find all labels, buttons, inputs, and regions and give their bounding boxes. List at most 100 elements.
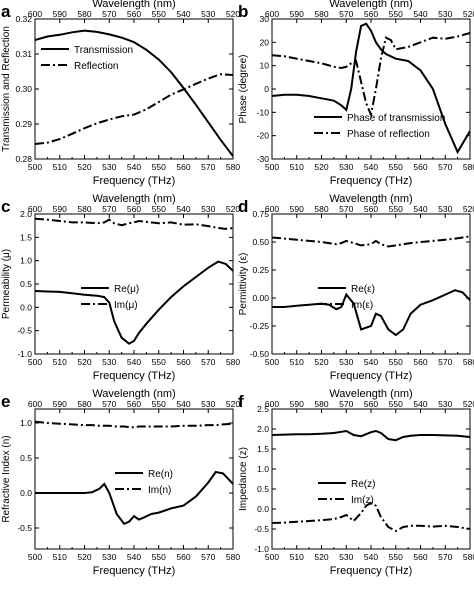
top-tick-label: 540 [176,399,190,409]
y-tick-label: 0.5 [20,279,32,289]
x-tick-label: 520 [77,552,91,562]
x-tick-label: 560 [176,552,190,562]
series-line-dashdot [35,217,233,230]
x-tick-label: 560 [176,162,190,172]
x-tick-label: 580 [463,552,474,562]
top-tick-label: 590 [53,9,67,19]
x-tick-label: 520 [314,357,328,367]
series-line-dashdot [272,235,470,248]
top-tick-label: 520 [463,9,474,19]
x-tick-label: 550 [152,357,166,367]
top-tick-label: 520 [226,204,240,214]
top-tick-label: 590 [290,204,304,214]
y-tick-label: -0.5 [17,523,32,533]
panel-c: c Wavelength (nm) 500 600 510 590 520 580 530 570… [1,193,240,382]
panel-label: a [1,2,11,21]
legend-label: Re(n) [148,469,173,480]
series-line-solid [272,289,470,337]
x-tick-label: 530 [102,162,116,172]
top-tick-label: 570 [102,9,116,19]
x-tick-label: 570 [438,162,452,172]
x-tick-label: 570 [201,357,215,367]
panel-d: d Wavelength (nm) 500 600 510 590 520 580 530 570… [238,193,474,382]
top-tick-label: 560 [364,9,378,19]
top-tick-label: 580 [314,399,328,409]
y-tick-label: 0.00 [252,293,269,303]
panel-label: c [1,197,10,216]
legend-label: Re(ε) [351,284,375,295]
x-tick-label: 510 [290,357,304,367]
x-tick-label: 520 [77,357,91,367]
x-tick-label: 560 [176,357,190,367]
top-tick-label: 590 [53,204,67,214]
top-tick-label: 530 [201,399,215,409]
top-tick-label: 530 [201,9,215,19]
x-tick-label: 510 [53,162,67,172]
x-tick-label: 530 [102,357,116,367]
x-tick-label: 570 [201,552,215,562]
x-tick-label: 540 [127,162,141,172]
x-tick-label: 540 [127,552,141,562]
y-tick-label: -20 [257,131,270,141]
y-axis-title: Phase (degree) [238,55,249,124]
x-tick-label: 530 [339,552,353,562]
x-tick-label: 500 [28,162,42,172]
top-tick-label: 550 [389,204,403,214]
legend-label: Phase of reflection [347,129,430,140]
legend-label: Re(μ) [114,284,139,295]
y-tick-label: 0.30 [15,84,32,94]
top-axis-title: Wavelength (nm) [329,193,412,205]
top-tick-label: 560 [127,204,141,214]
x-tick-label: 580 [226,162,240,172]
y-tick-label: -30 [257,154,270,164]
panel-e: e Wavelength (nm) 500 600 510 590 520 580 530 570… [1,388,240,577]
x-axis-title: Frequency (THz) [93,175,176,187]
top-tick-label: 530 [438,9,452,19]
legend-label: Reflection [74,61,118,72]
series-line-solid [35,470,233,526]
top-tick-label: 550 [152,399,166,409]
y-tick-label: 0.0 [257,504,269,514]
x-tick-label: 560 [413,357,427,367]
top-tick-label: 550 [152,9,166,19]
y-tick-label: 10 [260,61,270,71]
y-axis-title: Impedance (z) [238,447,249,511]
y-tick-label: 0.29 [15,119,32,129]
top-axis-title: Wavelength (nm) [92,388,175,400]
panel-f: f Wavelength (nm) 500 600 510 590 520 580 530 570… [238,388,474,577]
top-tick-label: 590 [290,9,304,19]
panel-label: d [238,197,248,216]
y-tick-label: 0 [264,84,269,94]
top-tick-label: 520 [463,204,474,214]
panel-a: a Wavelength (nm) 500 600 510 590 520 580 530 570… [1,0,240,187]
x-tick-label: 510 [290,162,304,172]
top-tick-label: 530 [438,204,452,214]
top-tick-label: 600 [28,204,42,214]
top-tick-label: 520 [226,9,240,19]
top-tick-label: 600 [28,9,42,19]
x-axis-title: Frequency (THz) [330,175,413,187]
y-tick-label: -0.25 [250,321,270,331]
x-tick-label: 530 [102,552,116,562]
x-tick-label: 530 [339,162,353,172]
top-tick-label: 570 [102,399,116,409]
x-tick-label: 500 [265,357,279,367]
series-line-solid [272,22,470,155]
top-tick-label: 520 [463,399,474,409]
y-tick-label: 0.5 [20,453,32,463]
y-tick-label: 1.0 [20,256,32,266]
series-line-dashdot [35,73,233,145]
y-axis-title: Permittivity (ε) [238,253,249,316]
y-axis-title: Permeability (μ) [1,249,12,319]
x-tick-label: 500 [265,552,279,562]
y-tick-label: 2.5 [257,404,269,414]
series-line-solid [35,29,233,157]
top-tick-label: 590 [53,399,67,409]
x-tick-label: 550 [152,162,166,172]
y-tick-label: 1.5 [257,444,269,454]
y-tick-label: -1.0 [17,349,32,359]
top-tick-label: 570 [339,399,353,409]
top-tick-label: 530 [438,399,452,409]
y-tick-label: 0.50 [252,237,269,247]
